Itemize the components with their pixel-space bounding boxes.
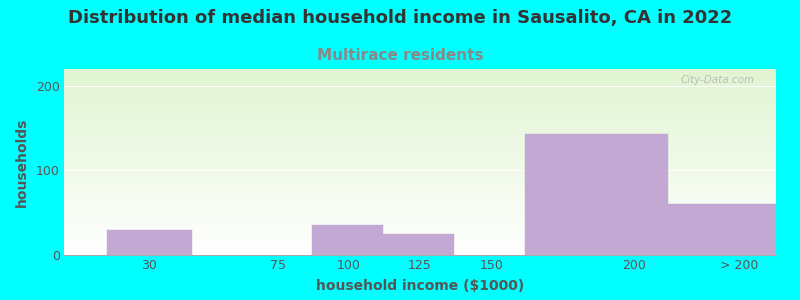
Bar [668, 204, 800, 255]
X-axis label: household income ($1000): household income ($1000) [316, 279, 524, 293]
Bar [526, 134, 668, 255]
Text: City-Data.com: City-Data.com [681, 75, 754, 85]
Bar [106, 230, 192, 255]
Text: Distribution of median household income in Sausalito, CA in 2022: Distribution of median household income … [68, 9, 732, 27]
Text: Multirace residents: Multirace residents [317, 48, 483, 63]
Bar [312, 225, 383, 255]
Bar [383, 234, 454, 255]
Y-axis label: households: households [15, 117, 29, 207]
